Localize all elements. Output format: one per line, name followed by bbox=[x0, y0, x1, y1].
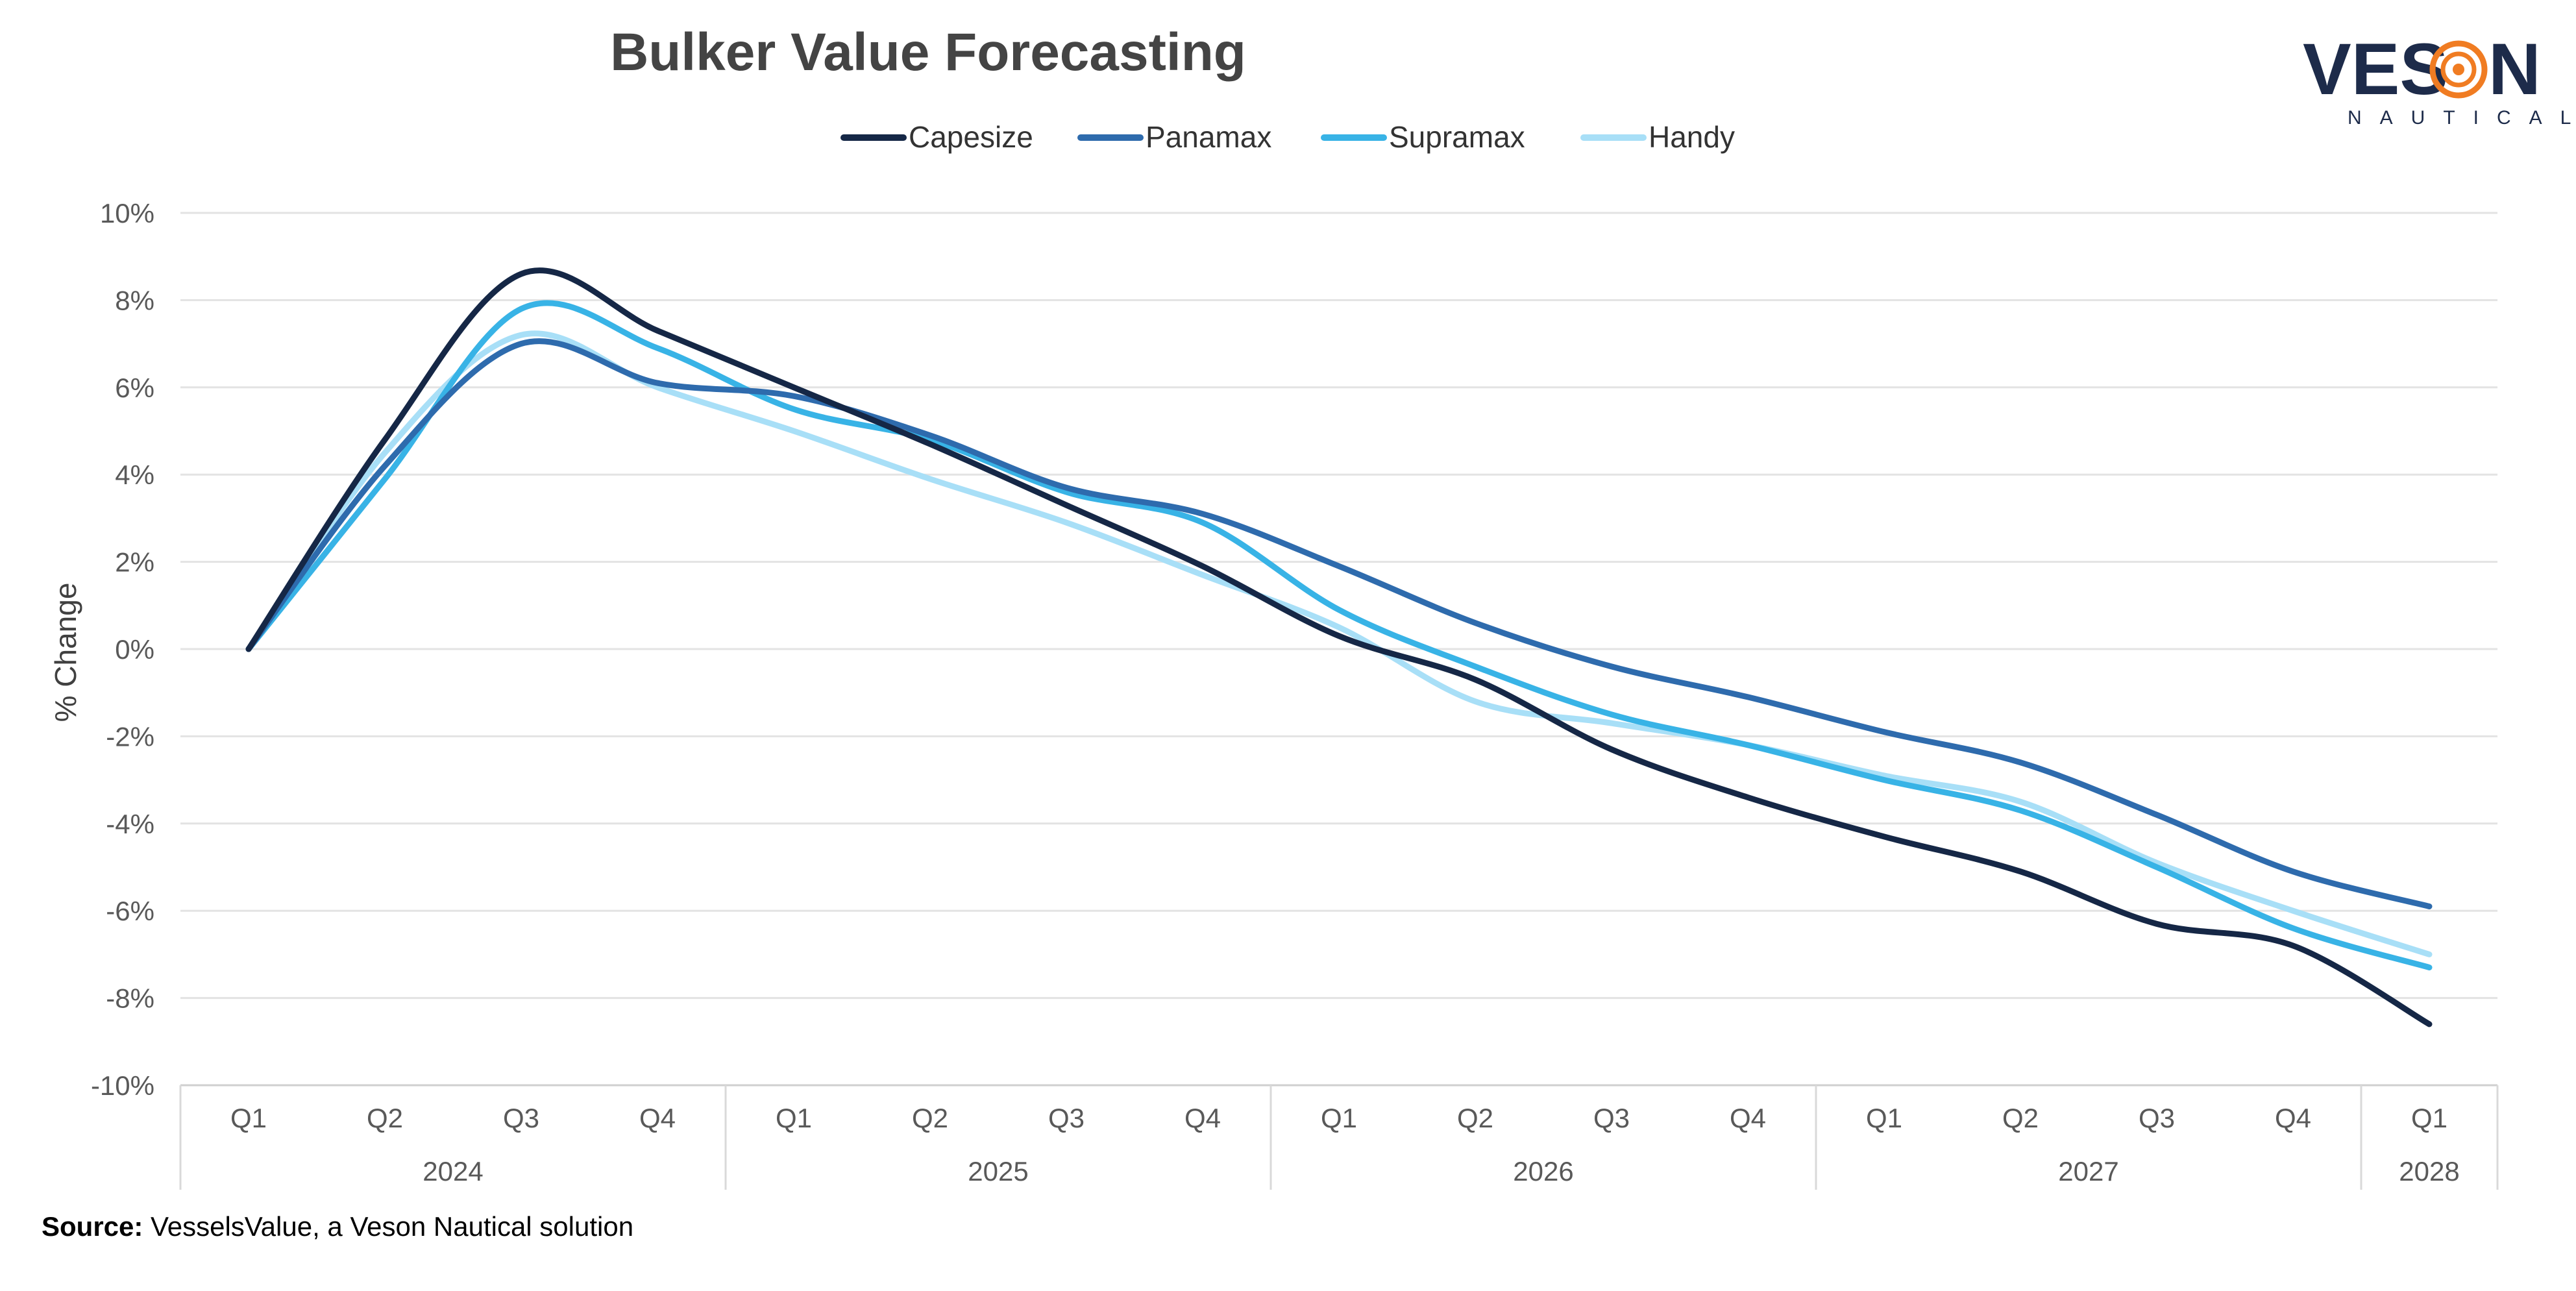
series-line-capesize bbox=[245, 267, 2433, 1027]
legend-label: Capesize bbox=[909, 120, 1033, 154]
logo-text-right: N bbox=[2488, 29, 2541, 110]
y-tick-label: 0% bbox=[115, 634, 154, 665]
logo-subtitle: NAUTICAL bbox=[2348, 107, 2576, 129]
legend: Capesize Panamax Supramax Handy bbox=[840, 120, 1735, 154]
x-tick-label: Q4 bbox=[639, 1103, 676, 1133]
y-tick-label: 10% bbox=[100, 198, 154, 228]
y-tick-label: -4% bbox=[106, 809, 154, 839]
x-tick-label: Q1 bbox=[2411, 1103, 2447, 1133]
x-tick-label: Q2 bbox=[1457, 1103, 1493, 1133]
series-line-panamax bbox=[245, 338, 2433, 909]
x-tick-label: Q1 bbox=[1321, 1103, 1357, 1133]
chart-title: Bulker Value Forecasting bbox=[610, 23, 1246, 82]
legend-item-handy: Handy bbox=[1580, 120, 1735, 154]
legend-item-panamax: Panamax bbox=[1077, 120, 1271, 154]
x-tick-label: Q4 bbox=[1184, 1103, 1221, 1133]
series-line-handy bbox=[245, 330, 2433, 957]
x-year-label: 2027 bbox=[2058, 1156, 2118, 1186]
x-tick-label: Q2 bbox=[2002, 1103, 2039, 1133]
x-tick-label: Q2 bbox=[367, 1103, 403, 1133]
source-label: Source: bbox=[42, 1211, 143, 1242]
x-year-label: 2028 bbox=[2399, 1156, 2459, 1186]
veson-nautical-logo: VES N NAUTICAL bbox=[2303, 29, 2576, 129]
logo-o-rings-icon bbox=[2429, 40, 2488, 99]
legend-item-capesize: Capesize bbox=[840, 120, 1033, 154]
x-tick-label: Q2 bbox=[912, 1103, 948, 1133]
y-tick-label: -10% bbox=[91, 1070, 154, 1101]
x-tick-label: Q1 bbox=[1866, 1103, 1902, 1133]
y-axis-label: % Change bbox=[49, 583, 82, 722]
x-tick-label: Q4 bbox=[2275, 1103, 2311, 1133]
series-line-supramax bbox=[245, 300, 2433, 971]
y-tick-label: 6% bbox=[115, 373, 154, 403]
legend-label: Supramax bbox=[1389, 120, 1525, 154]
y-tick-label: -2% bbox=[106, 721, 154, 752]
gridlines bbox=[180, 212, 2497, 1087]
y-axis-ticks: 10% 8% 6% 4% 2% 0% -2% -4% -6% -8% -10% bbox=[91, 198, 154, 1101]
y-tick-label: 8% bbox=[115, 285, 154, 315]
y-tick-label: 2% bbox=[115, 547, 154, 578]
legend-label: Handy bbox=[1649, 120, 1735, 154]
series-lines bbox=[245, 267, 2433, 1027]
x-tick-label: Q1 bbox=[776, 1103, 812, 1133]
y-tick-label: -8% bbox=[106, 983, 154, 1014]
x-year-label: 2025 bbox=[968, 1156, 1028, 1186]
x-tick-label: Q4 bbox=[1730, 1103, 1766, 1133]
x-year-label: 2024 bbox=[423, 1156, 483, 1186]
source-note: Source: VesselsValue, a Veson Nautical s… bbox=[42, 1211, 633, 1242]
x-axis: Q1 Q2 Q3 Q4 Q1 Q2 Q3 Q4 Q1 Q2 Q3 Q4 Q1 Q2 Q3 Q4 Q1 2024 20… bbox=[179, 1085, 2499, 1190]
y-tick-label: 4% bbox=[115, 460, 154, 490]
x-year-label: 2026 bbox=[1513, 1156, 1573, 1186]
x-tick-label: Q3 bbox=[503, 1103, 539, 1133]
legend-item-supramax: Supramax bbox=[1321, 120, 1525, 154]
x-tick-label: Q3 bbox=[2139, 1103, 2175, 1133]
y-tick-label: -6% bbox=[106, 896, 154, 926]
logo-text-left: VES bbox=[2303, 29, 2448, 110]
legend-label: Panamax bbox=[1146, 120, 1271, 154]
source-value: VesselsValue, a Veson Nautical solution bbox=[143, 1211, 633, 1242]
x-tick-label: Q1 bbox=[230, 1103, 267, 1133]
x-tick-label: Q3 bbox=[1593, 1103, 1630, 1133]
x-tick-label: Q3 bbox=[1048, 1103, 1085, 1133]
